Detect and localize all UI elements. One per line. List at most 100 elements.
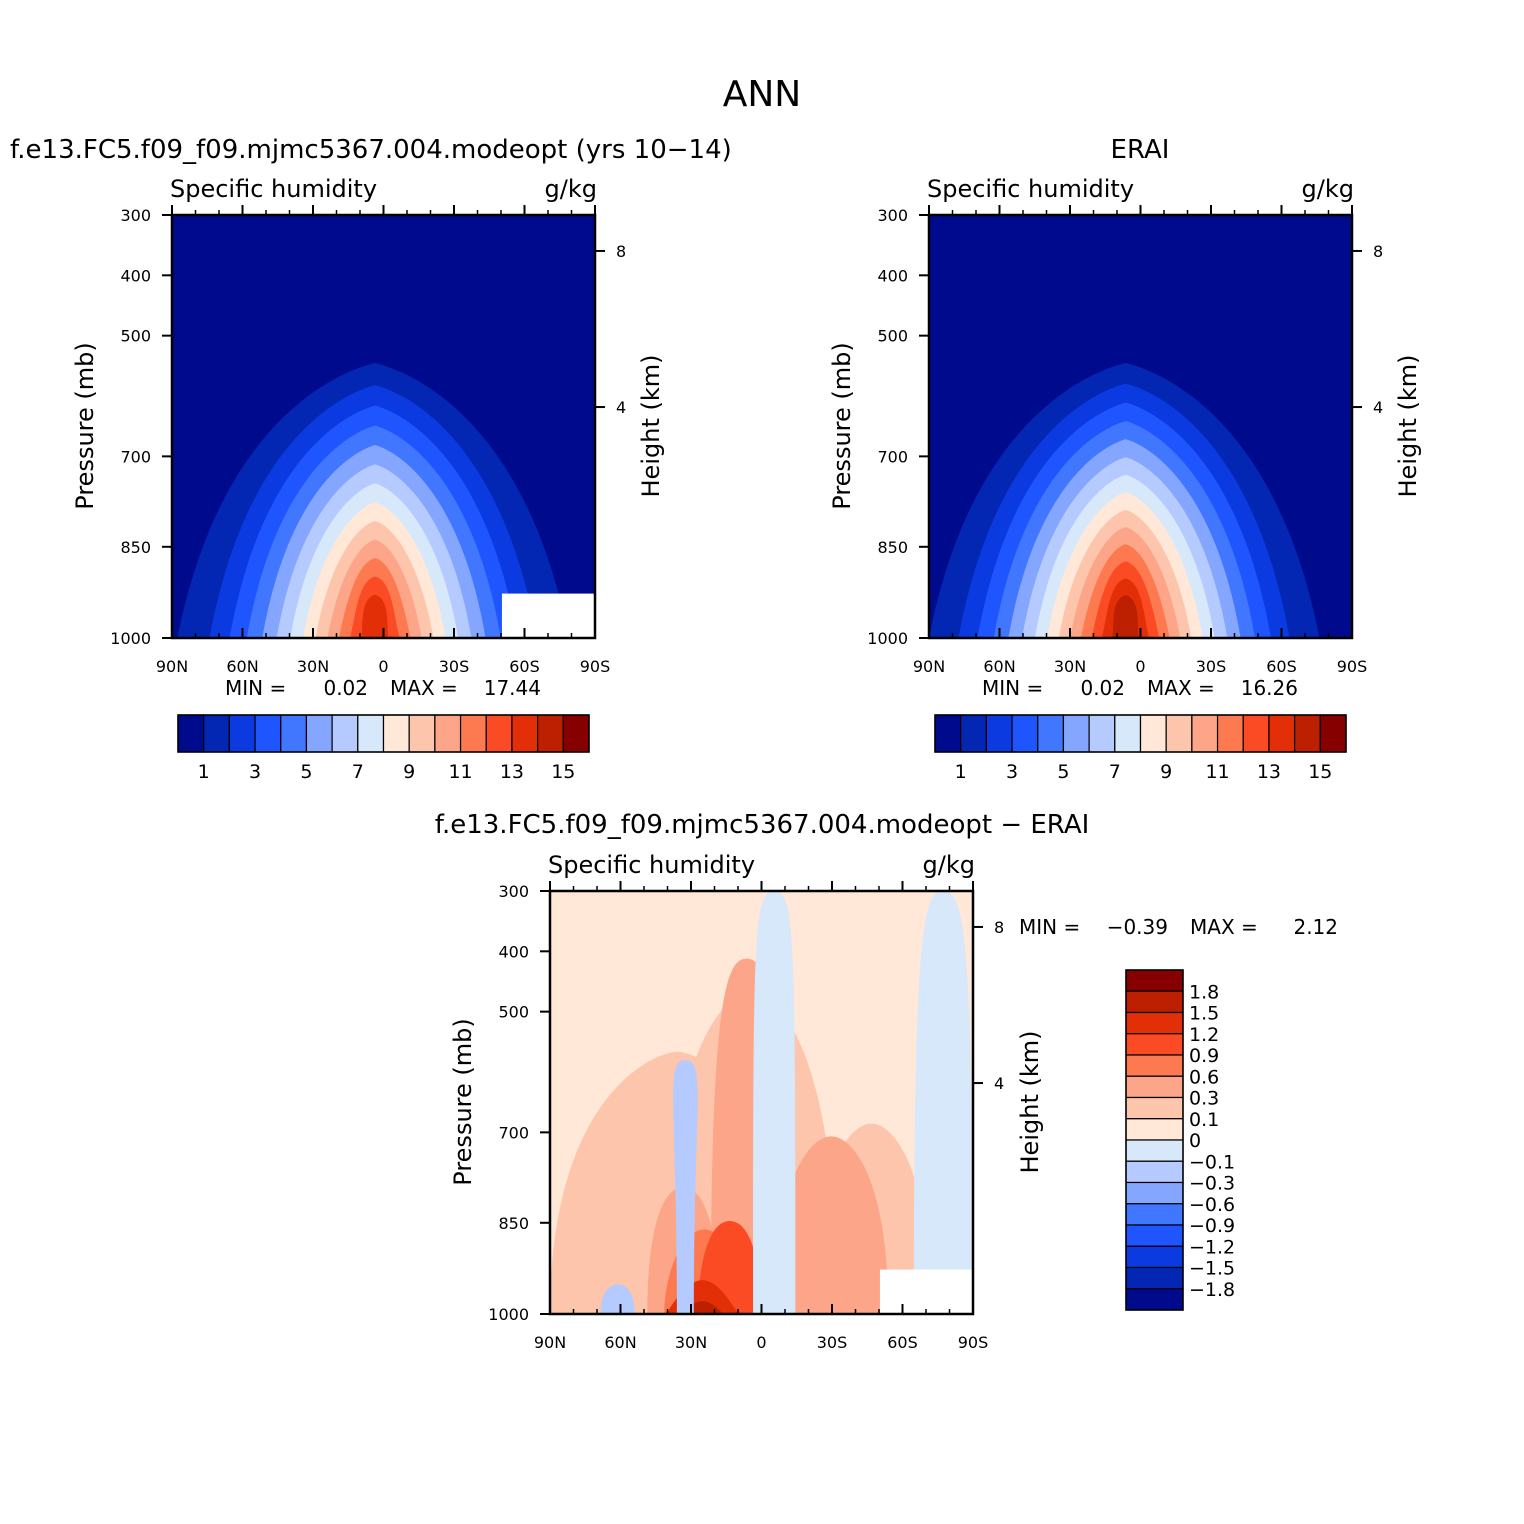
panel-model-ylabel-right: Height (km) <box>637 355 665 498</box>
colorbar-box <box>1268 714 1296 753</box>
panel-difference-variable-label: Specific humidity <box>548 851 755 879</box>
colorbar-frame <box>1125 969 1184 1311</box>
panel-model-variable-label: Specific humidity <box>170 175 377 203</box>
colorbar-box <box>1125 1118 1184 1141</box>
panel-difference-ylabel-right: Height (km) <box>1016 1031 1044 1174</box>
colorbar-box <box>408 714 436 753</box>
y-tick-label: 500 <box>498 1003 529 1022</box>
colorbar-label: −0.1 <box>1189 1151 1235 1173</box>
y-tick-label: 850 <box>498 1214 529 1233</box>
colorbar-box <box>511 714 539 753</box>
colorbar-box <box>1294 714 1321 753</box>
colorbar-box <box>934 714 962 753</box>
x-tick-label: 30S <box>439 657 470 676</box>
panel-difference-colorbar: 1.81.51.20.90.60.30.10−0.1−0.3−0.6−0.9−1… <box>1125 969 1235 1311</box>
panel-model-ticks: 90N 60N 30N 0 30S 60S 90S 300 400 500 700 850 1000 8 4 <box>110 205 626 676</box>
panel-difference-min-label: MIN = <box>1019 915 1080 939</box>
figure-title: ANN <box>723 74 802 115</box>
colorbar-box <box>280 714 308 753</box>
panel-erai-ylabel-right: Height (km) <box>1394 355 1422 498</box>
colorbar-label: −0.9 <box>1189 1215 1235 1237</box>
panel-difference-units-label: g/kg <box>923 851 975 879</box>
colorbar-label: 5 <box>1057 761 1069 783</box>
panel-difference-max-label: MAX = <box>1190 915 1258 939</box>
colorbar-box <box>203 714 230 753</box>
colorbar-label: 11 <box>1205 761 1229 783</box>
colorbar-box <box>1125 1054 1184 1077</box>
colorbar-label: 0.1 <box>1189 1109 1219 1131</box>
colorbar-box <box>1125 1181 1184 1205</box>
x-tick-label: 90N <box>913 657 945 676</box>
y-tick-label: 400 <box>877 266 908 285</box>
x-tick-label: 60S <box>887 1333 918 1352</box>
contour-band <box>673 1060 698 1314</box>
x-tick-label: 60N <box>983 657 1015 676</box>
panel-model-colorbar: 1 3 5 7 9 11 13 15 <box>177 714 590 783</box>
panel-model-title: f.e13.FC5.f09_f09.mjmc5367.004.modeopt (… <box>10 135 732 165</box>
y-tick-label: 500 <box>877 327 908 346</box>
colorbar-box <box>254 714 282 753</box>
colorbar-box <box>305 714 333 753</box>
colorbar-label: 9 <box>1160 761 1172 783</box>
y-tick-label: 1000 <box>488 1305 529 1324</box>
panel-model-contours <box>172 215 595 638</box>
height-tick-label: 4 <box>994 1074 1004 1093</box>
panel-difference-contours <box>550 891 973 1314</box>
panel-model-max-value: 17.44 <box>484 676 541 700</box>
colorbar-label: 1.2 <box>1189 1024 1219 1046</box>
x-tick-label: 0 <box>1135 657 1145 676</box>
x-tick-label: 60N <box>604 1333 636 1352</box>
panel-difference-ticks: 90N 60N 30N 0 30S 60S 90S 300 400 500 700 850 1000 8 4 <box>488 881 1004 1352</box>
missing-data-mask <box>501 593 595 638</box>
y-tick-label: 1000 <box>867 629 908 648</box>
colorbar-box <box>1139 714 1167 753</box>
y-tick-label: 700 <box>120 447 151 466</box>
colorbar-box <box>1125 1245 1184 1269</box>
y-tick-label: 700 <box>498 1123 529 1142</box>
colorbar-label: −0.6 <box>1189 1194 1235 1216</box>
panel-erai-title: ERAI <box>1111 135 1170 165</box>
panel-erai-ylabel: Pressure (mb) <box>828 342 856 509</box>
colorbar-box <box>1011 714 1039 753</box>
panel-model-max-label: MAX = <box>390 676 458 700</box>
colorbar-box <box>1125 1288 1184 1311</box>
colorbar-label: −1.8 <box>1189 1279 1235 1301</box>
colorbar-label: 13 <box>1257 761 1281 783</box>
colorbar-box <box>1125 1160 1184 1184</box>
colorbar-box <box>1062 714 1090 753</box>
colorbar-frame <box>934 714 1347 753</box>
y-tick-label: 500 <box>120 327 151 346</box>
colorbar-label: −0.3 <box>1189 1173 1235 1195</box>
x-tick-label: 90S <box>580 657 611 676</box>
colorbar-box <box>1125 990 1184 1014</box>
colorbar-label: 3 <box>1006 761 1018 783</box>
colorbar-box <box>1216 714 1244 753</box>
colorbar-box <box>382 714 410 753</box>
panel-erai-max-value: 16.26 <box>1241 676 1298 700</box>
missing-data-mask <box>879 1269 973 1314</box>
y-tick-label: 850 <box>120 538 151 557</box>
colorbar-label: 7 <box>352 761 364 783</box>
colorbar-box <box>1114 714 1142 753</box>
colorbar-box <box>537 714 564 753</box>
colorbar-box <box>985 714 1013 753</box>
height-tick-label: 8 <box>1373 242 1383 261</box>
colorbar-box <box>1125 1224 1184 1247</box>
colorbar-box <box>562 714 590 753</box>
contour-band <box>774 1136 889 1314</box>
panel-difference-max-value: 2.12 <box>1293 915 1338 939</box>
x-tick-label: 30S <box>1196 657 1227 676</box>
height-tick-label: 4 <box>1373 398 1383 417</box>
x-tick-label: 30S <box>817 1333 848 1352</box>
panel-erai-min-value: 0.02 <box>1080 676 1125 700</box>
x-tick-label: 90N <box>534 1333 566 1352</box>
colorbar-label: 1 <box>198 761 210 783</box>
y-tick-label: 300 <box>120 206 151 225</box>
colorbar-label: 3 <box>249 761 261 783</box>
y-tick-label: 300 <box>877 206 908 225</box>
panel-model-units-label: g/kg <box>545 175 597 203</box>
colorbar-box <box>1125 969 1184 992</box>
panel-erai-max-label: MAX = <box>1147 676 1215 700</box>
contour-band <box>753 891 796 1314</box>
contour-band <box>913 891 973 1314</box>
